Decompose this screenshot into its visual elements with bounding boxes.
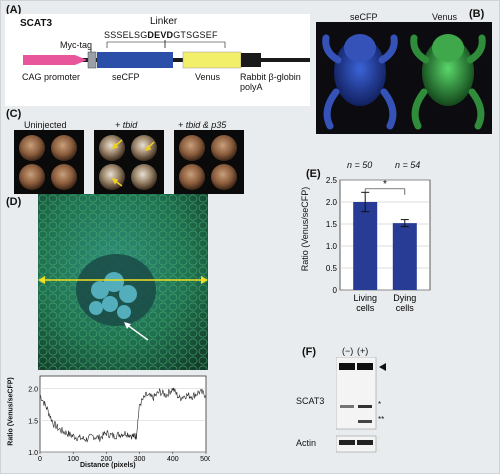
actin-band-minus [339, 440, 355, 445]
band-cleaved1-plus [358, 405, 372, 408]
white-arrow [125, 323, 149, 341]
venus-label: Venus [195, 72, 221, 82]
band-cleaved2-plus [358, 420, 372, 423]
panel-d-label: (D) [6, 196, 22, 208]
lane-plus: (+) [357, 346, 369, 356]
n-dying: n = 54 [395, 160, 421, 170]
venus-title: Venus [432, 12, 458, 22]
full-length-arrow [379, 363, 386, 371]
ratio-series-line [39, 387, 207, 443]
linker-seq-post: GTSGSEF [173, 30, 218, 40]
secfp-label: seCFP [112, 72, 140, 82]
y-tick-label: 2.0 [326, 198, 338, 207]
panel-c-label: (C) [6, 108, 22, 120]
y-tick-label: 1.5 [326, 220, 338, 229]
globin-line2: polyA [240, 82, 263, 92]
category-label: cells [356, 303, 375, 313]
category-label: Dying [393, 293, 416, 303]
y-tick-label: 2.5 [326, 176, 338, 185]
construct-name: SCAT3 [20, 18, 53, 29]
cag-promoter-block [23, 55, 87, 65]
y-tick-label: 1.0 [28, 450, 38, 457]
dying-cell-cluster [89, 272, 137, 319]
linker-seq-bold: DEVD [147, 30, 174, 40]
apoptosis-arrows [111, 139, 155, 187]
marker-star: * [378, 400, 382, 409]
bar-living [353, 202, 378, 290]
panel-e-label: (E) [306, 168, 321, 180]
panel-d-ylabel-box: Ratio (Venus/seCFP) [3, 374, 19, 456]
secfp-title: seCFP [350, 12, 378, 22]
myc-tag-label: Myc-tag [60, 40, 93, 50]
profile-plot-area [39, 375, 207, 453]
linker-sequence: SSSELSGDEVDGTSGSEF [104, 30, 218, 40]
myc-tag-block [87, 51, 97, 69]
actin-label: Actin [296, 438, 317, 448]
lane-minus: (−) [342, 346, 354, 356]
linker-seq-pre: SSSELSG [104, 30, 148, 40]
n-living: n = 50 [347, 160, 373, 170]
uninjected-title: Uninjected [24, 120, 67, 130]
western-blot [336, 357, 386, 453]
ratio-profile-chart: 2.0 1.5 1.00 100 200 300 400 500 [28, 375, 210, 463]
band-full-plus [357, 363, 373, 370]
band-full-minus [339, 363, 355, 370]
y-tick-label: 1.0 [326, 242, 338, 251]
y-tick-label: 2.0 [28, 387, 38, 394]
panel-d-xlabel: Distance (pixels) [80, 462, 136, 469]
x-tick-label: 0 [38, 456, 42, 463]
venus-block [182, 51, 242, 69]
microscopy-image [38, 194, 208, 370]
x-tick-label: 200 [101, 456, 113, 463]
y-tick-label: 1.5 [28, 418, 38, 425]
cag-promoter-label: CAG promoter [22, 72, 81, 82]
x-tick-label: 100 [67, 456, 79, 463]
secfp-frog-image [322, 34, 398, 130]
linker-label: Linker [150, 16, 178, 27]
significance-star: * [383, 179, 387, 190]
secfp-block [97, 52, 173, 68]
venus-frog-image [410, 34, 486, 130]
globin-line1: Rabbit β-globin [240, 72, 301, 82]
bar-dying [392, 223, 417, 290]
tadpole-images [322, 34, 486, 130]
x-tick-label: 300 [134, 456, 146, 463]
tbid-p35-title: + tbid & p35 [178, 120, 227, 130]
embryo-images [14, 130, 244, 194]
globin-label: Rabbit β-globin polyA [240, 72, 301, 92]
marker-doublestar: ** [378, 415, 385, 424]
y-tick-label: 0 [333, 286, 338, 295]
category-label: cells [396, 303, 415, 313]
x-tick-label: 400 [167, 456, 179, 463]
panel-d-ylabel: Ratio (Venus/seCFP) [7, 377, 15, 446]
y-tick-label: 0.5 [326, 264, 338, 273]
x-tick-label: 500 [200, 456, 210, 463]
scat3-label: SCAT3 [296, 396, 325, 406]
panel-f-label: (F) [302, 346, 317, 358]
panel-e-ylabel: Ratio (Venus/seCFP) [300, 186, 310, 272]
category-label: Living [353, 293, 377, 303]
panel-b-label: (B) [469, 8, 485, 20]
panel-a-label: (A) [6, 4, 22, 16]
band-cleaved1-minus [340, 405, 354, 408]
tbid-title: + tbid [115, 120, 138, 130]
construct-diagram [23, 40, 310, 69]
actin-band-plus [357, 440, 373, 445]
polya-block [241, 53, 261, 67]
